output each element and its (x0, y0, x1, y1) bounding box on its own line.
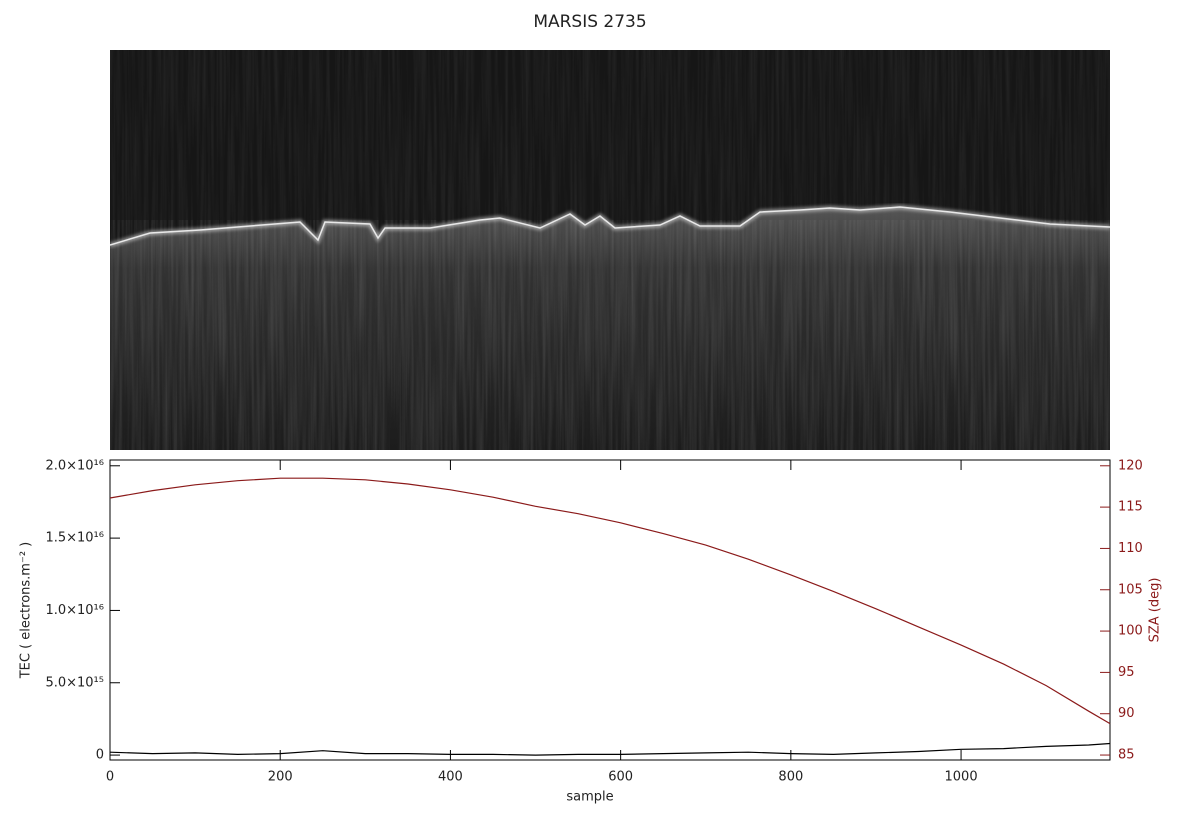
x-tick-label: 600 (608, 770, 633, 785)
y-tick-label: 1.0×10¹⁶ (45, 603, 104, 618)
y2-axis-label: SZA (deg) (1148, 578, 1163, 643)
y2-tick-label: 95 (1118, 665, 1135, 680)
y-tick-label: 5.0×10¹⁵ (45, 675, 104, 690)
y2-tick-label: 115 (1118, 500, 1143, 515)
x-axis-label: sample (566, 790, 613, 805)
x-tick-label: 400 (438, 770, 463, 785)
plot-frame (109, 459, 1111, 761)
y2-tick-label: 85 (1118, 748, 1135, 763)
x-tick-label: 800 (778, 770, 803, 785)
y2-tick-label: 120 (1118, 458, 1143, 473)
surface-echo (110, 206, 1110, 246)
chart-title: MARSIS 2735 (533, 12, 646, 32)
series-line (109, 477, 1111, 725)
y-tick-label: 0 (96, 748, 104, 763)
x-tick-label: 200 (268, 770, 293, 785)
y2-tick-label: 110 (1118, 541, 1143, 556)
y-axis-label: TEC ( electrons.m⁻² ) (19, 542, 34, 680)
y2-tick-label: 100 (1118, 624, 1143, 639)
x-tick-label: 1000 (945, 770, 978, 785)
y2-tick-label: 105 (1118, 582, 1143, 597)
series-line (109, 742, 1111, 756)
subsurface-texture (110, 220, 1110, 450)
x-tick-label: 0 (106, 770, 114, 785)
y-tick-label: 1.5×10¹⁶ (45, 531, 104, 546)
radargram (110, 50, 1110, 450)
y-tick-label: 2.0×10¹⁶ (45, 458, 104, 473)
y2-tick-label: 90 (1118, 706, 1135, 721)
